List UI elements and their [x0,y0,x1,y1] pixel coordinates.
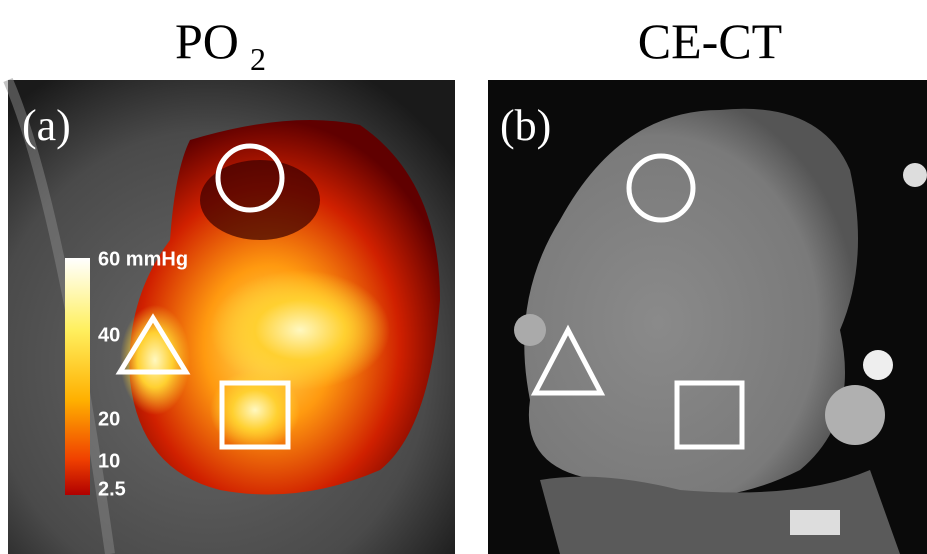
figure: PO 2 60 mmHg 40 20 10 2.5 (a) CE-CT (b) [0,0,927,554]
colorbar-label: 60 mmHg [98,248,188,270]
panel-label: (b) [500,101,551,150]
panel-title: CE-CT [638,13,782,69]
hot-region [210,270,390,390]
vessel [863,350,893,380]
vessel [790,510,840,535]
colorbar [65,258,90,495]
panel-title-subscript: 2 [250,41,266,77]
vessel [825,385,885,445]
panel-title: PO [175,13,239,69]
panel-label: (a) [22,101,71,150]
vessel [514,314,546,346]
colorbar-label: 10 [98,450,120,472]
colorbar-label: 20 [98,408,120,430]
colorbar-label: 40 [98,324,120,346]
vessel [903,163,927,187]
colorbar-label: 2.5 [98,478,126,500]
